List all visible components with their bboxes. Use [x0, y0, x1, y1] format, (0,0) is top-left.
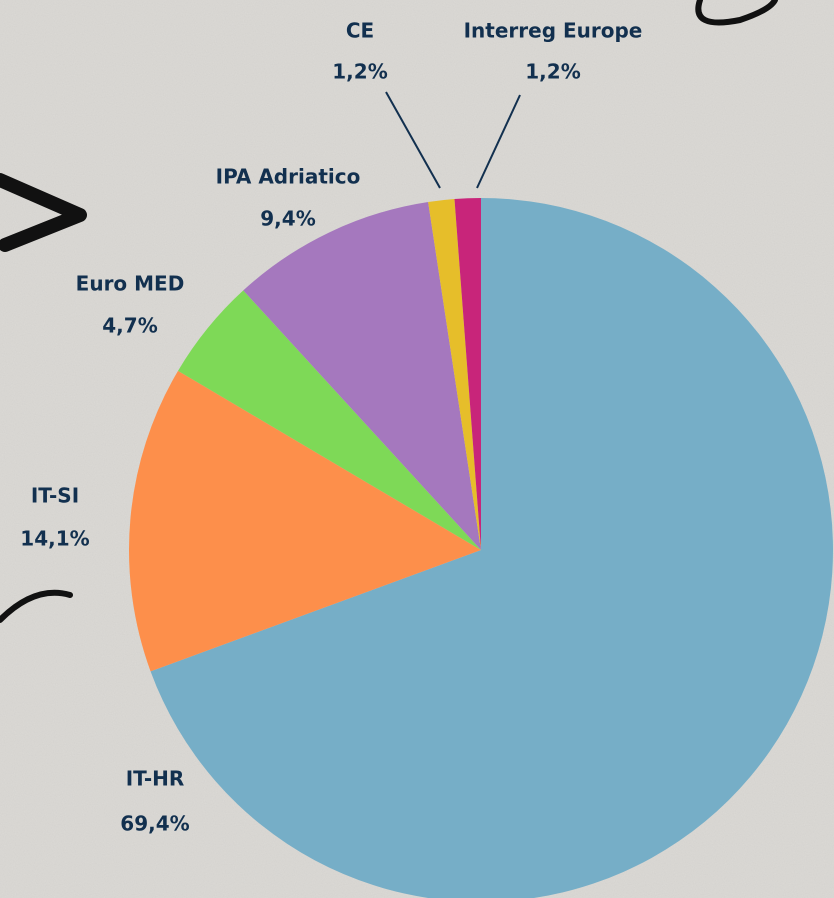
value-label: 9,4% [260, 207, 315, 231]
slice-label: Euro MED [76, 272, 185, 296]
slice-label: CE [346, 19, 374, 43]
value-label: 14,1% [20, 527, 89, 551]
slice-label: IPA Adriatico [216, 165, 361, 189]
slice-label: IT-HR [126, 767, 185, 791]
slice-label: Interreg Europe [464, 19, 643, 43]
value-label: 1,2% [332, 60, 387, 84]
value-label: 1,2% [525, 60, 580, 84]
value-label: 69,4% [120, 812, 189, 836]
chart: IT-HR 69,4% IT-SI 14,1% Euro MED 4,7% IPA Adri… [0, 0, 834, 898]
value-label: 4,7% [102, 314, 157, 338]
slice-label: IT-SI [31, 484, 79, 508]
